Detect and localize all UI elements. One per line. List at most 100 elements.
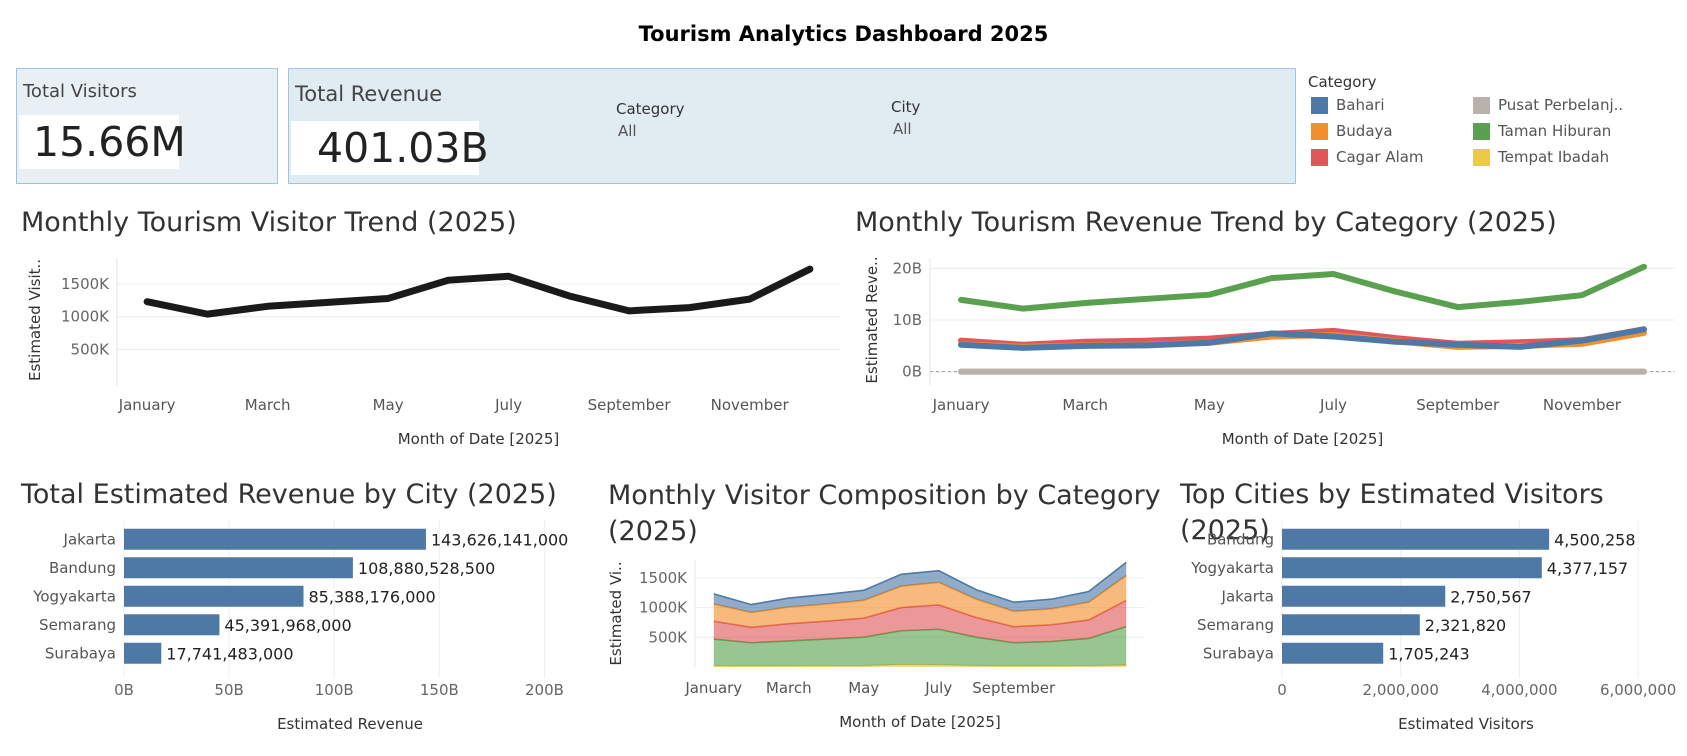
bar bbox=[124, 614, 220, 636]
bar-value-label: 2,750,567 bbox=[1450, 587, 1531, 606]
area-edge-bahari bbox=[713, 561, 1127, 606]
x-tick-label: July bbox=[494, 396, 522, 414]
area-taman-hiburan bbox=[713, 626, 1127, 666]
x-tick-label: May bbox=[373, 396, 404, 414]
bar bbox=[124, 642, 162, 664]
legend-item[interactable]: Taman Hiburan bbox=[1473, 122, 1653, 140]
total-revenue-value-box: 401.03B bbox=[291, 121, 489, 175]
x-tick-label: September bbox=[1416, 396, 1500, 414]
x-tick-label: 4,000,000 bbox=[1481, 681, 1557, 699]
y-tick-label: 20B bbox=[893, 259, 922, 277]
area-budaya bbox=[713, 575, 1127, 628]
city-filter[interactable]: City All bbox=[891, 98, 920, 138]
bar bbox=[124, 528, 426, 550]
city-filter-value[interactable]: All bbox=[893, 120, 912, 138]
bar bbox=[1282, 585, 1446, 607]
bar-value-label: 85,388,176,000 bbox=[309, 587, 436, 606]
category-filter-value[interactable]: All bbox=[618, 122, 637, 140]
top-cities-chart[interactable]: 0 2,000,000 4,000,000 6,000,000 Estimated Vi… bbox=[1180, 520, 1680, 738]
city-revenue-chart[interactable]: 0B 50B 100B 150B 200B Estimated Revenue Jakart… bbox=[20, 520, 600, 738]
x-tick-label: May bbox=[1194, 396, 1225, 414]
x-tick-label: March bbox=[766, 679, 812, 697]
dashboard-title: Tourism Analytics Dashboard 2025 bbox=[638, 22, 1049, 46]
x-tick-label: July bbox=[1319, 396, 1347, 414]
x-axis-title: Estimated Visitors bbox=[1398, 715, 1534, 733]
legend-item[interactable]: Cagar Alam bbox=[1311, 148, 1473, 166]
x-tick-label: 150B bbox=[420, 681, 459, 699]
composition-chart[interactable]: 500K 1000K 1500K January March May July Septemb… bbox=[605, 555, 1175, 740]
category-label: Semarang bbox=[1197, 616, 1274, 634]
y-axis-title: Estimated Vi.. bbox=[607, 561, 625, 665]
category-filter[interactable]: Category All bbox=[616, 100, 685, 140]
x-tick-label: 200B bbox=[525, 681, 564, 699]
category-label: Bandung bbox=[49, 559, 116, 577]
bar bbox=[1282, 557, 1542, 579]
bar bbox=[1282, 614, 1420, 636]
category-label: Surabaya bbox=[1203, 644, 1274, 662]
x-tick-label: 0B bbox=[114, 681, 134, 699]
total-visitors-value-box: 15.66M bbox=[19, 115, 186, 169]
area-bahari bbox=[713, 562, 1127, 613]
legend-swatch bbox=[1473, 122, 1490, 140]
city-revenue-title: Total Estimated Revenue by City (2025) bbox=[21, 479, 557, 510]
revenue-trend-chart[interactable]: 0B 10B 20B January March May July September Nove… bbox=[855, 248, 1681, 453]
bar-value-label: 108,880,528,500 bbox=[358, 559, 495, 578]
visitor-trend-chart[interactable]: 500K 1000K 1500K January March May July Septemb… bbox=[20, 248, 850, 453]
bar-value-label: 1,705,243 bbox=[1388, 644, 1469, 663]
x-tick-label: November bbox=[711, 396, 790, 414]
y-tick-label: 1500K bbox=[639, 569, 688, 587]
category-legend: Category Bahari Pusat Perbelanj.. Budaya Ta… bbox=[1308, 73, 1678, 166]
bar-value-label: 143,626,141,000 bbox=[431, 530, 568, 549]
y-tick-label: 1000K bbox=[639, 599, 688, 617]
x-tick-label: 2,000,000 bbox=[1363, 681, 1439, 699]
y-axis-title: Estimated Reve.. bbox=[863, 256, 881, 383]
legend-label: Pusat Perbelanj.. bbox=[1498, 96, 1624, 114]
x-tick-label: November bbox=[1543, 396, 1622, 414]
series-line-taman-hiburan bbox=[958, 263, 1647, 312]
legend-item[interactable]: Tempat Ibadah bbox=[1473, 148, 1653, 166]
legend-swatch bbox=[1473, 96, 1490, 114]
y-tick-label: 10B bbox=[893, 311, 922, 329]
x-tick-label: 100B bbox=[315, 681, 354, 699]
legend-item[interactable]: Bahari bbox=[1311, 96, 1473, 114]
x-tick-label: September bbox=[588, 396, 672, 414]
area-cagar-alam bbox=[713, 600, 1127, 643]
category-label: Yogyakarta bbox=[1190, 559, 1274, 577]
y-tick-label: 1000K bbox=[61, 308, 110, 326]
composition-title: Monthly Visitor Composition by Category … bbox=[608, 480, 1161, 547]
legend-item[interactable]: Budaya bbox=[1311, 122, 1473, 140]
x-tick-label: September bbox=[972, 679, 1056, 697]
x-tick-label: May bbox=[848, 679, 879, 697]
legend-swatch bbox=[1311, 96, 1328, 114]
total-visitors-value: 15.66M bbox=[33, 118, 186, 166]
x-tick-label: July bbox=[924, 679, 952, 697]
total-revenue-card: Total Revenue 401.03B Category All City … bbox=[288, 68, 1296, 184]
series-line-visitors bbox=[143, 265, 814, 318]
legend-title: Category bbox=[1308, 73, 1377, 91]
x-tick-label: 6,000,000 bbox=[1600, 681, 1676, 699]
y-tick-label: 500K bbox=[649, 628, 689, 646]
total-revenue-value: 401.03B bbox=[317, 124, 489, 172]
category-label: Semarang bbox=[39, 616, 116, 634]
category-filter-label: Category bbox=[616, 100, 685, 118]
total-revenue-label: Total Revenue bbox=[295, 82, 443, 106]
legend-label: Cagar Alam bbox=[1336, 148, 1424, 166]
x-tick-label: January bbox=[118, 396, 176, 414]
category-label: Jakarta bbox=[1221, 587, 1274, 605]
bar-value-label: 2,321,820 bbox=[1425, 616, 1506, 635]
x-axis-title: Month of Date [2025] bbox=[1222, 430, 1384, 448]
legend-swatch bbox=[1311, 148, 1328, 166]
legend-label: Taman Hiburan bbox=[1498, 122, 1612, 140]
bar bbox=[1282, 528, 1550, 550]
x-tick-label: March bbox=[1062, 396, 1108, 414]
total-visitors-card: Total Visitors 15.66M bbox=[16, 68, 278, 184]
legend-item[interactable]: Pusat Perbelanj.. bbox=[1473, 96, 1653, 114]
x-tick-label: 0 bbox=[1277, 681, 1287, 699]
category-label: Yogyakarta bbox=[32, 587, 116, 605]
category-label: Bandung bbox=[1207, 530, 1274, 548]
bar bbox=[1282, 642, 1384, 664]
x-tick-label: 50B bbox=[214, 681, 243, 699]
x-axis-title: Month of Date [2025] bbox=[398, 430, 560, 448]
top-cities-title: Top Cities by Estimated Visitors (2025) bbox=[1180, 479, 1604, 546]
x-tick-label: March bbox=[245, 396, 291, 414]
